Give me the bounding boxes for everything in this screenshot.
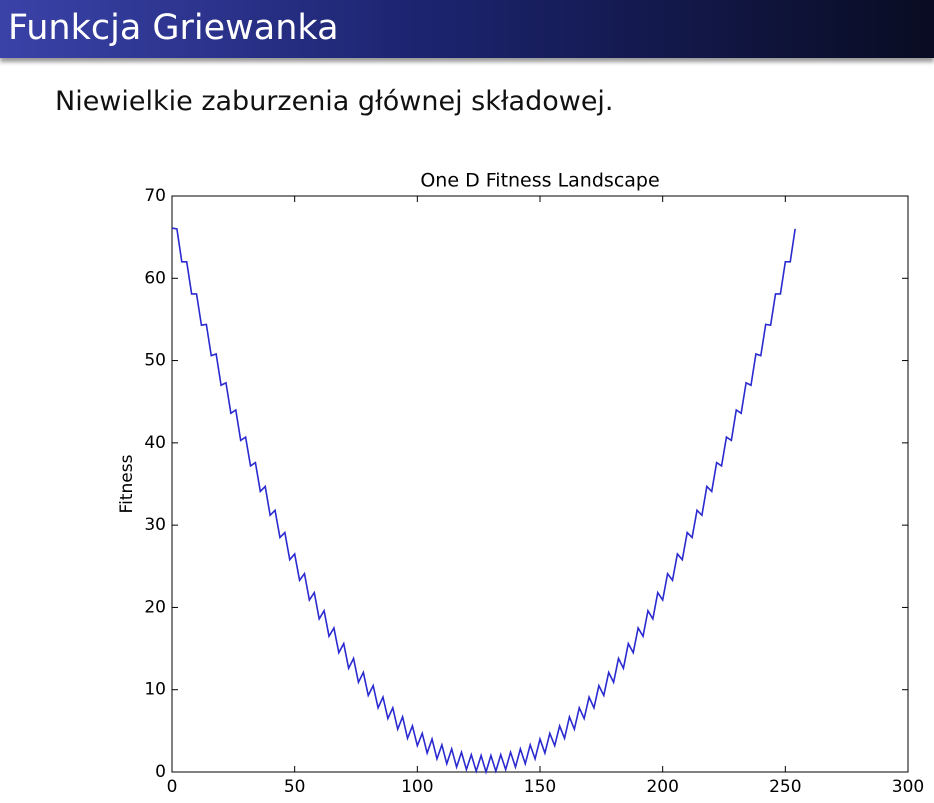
x-tick-label: 200 bbox=[646, 777, 678, 797]
x-tick-label: 50 bbox=[284, 777, 306, 797]
slide-title: Funkcja Griewanka bbox=[8, 8, 339, 48]
plot-frame bbox=[171, 195, 909, 773]
slide-text: Niewielkie zaburzenia głównej składowej. bbox=[55, 86, 614, 117]
x-tick-label: 250 bbox=[769, 777, 801, 797]
y-tick-label: 40 bbox=[144, 433, 166, 453]
y-tick-label: 60 bbox=[144, 268, 166, 288]
header-bar: Funkcja Griewanka bbox=[0, 0, 934, 58]
x-tick-label: 300 bbox=[892, 777, 924, 797]
y-tick-label: 50 bbox=[144, 351, 166, 371]
y-tick-label: 0 bbox=[155, 762, 166, 782]
x-tick-label: 150 bbox=[524, 777, 556, 797]
y-tick-label: 10 bbox=[144, 680, 166, 700]
y-tick-label: 20 bbox=[144, 597, 166, 617]
y-tick-label: 70 bbox=[144, 186, 166, 206]
y-axis-label: Fitness bbox=[117, 454, 137, 513]
chart-title: One D Fitness Landscape bbox=[420, 170, 659, 192]
y-tick-label: 30 bbox=[144, 515, 166, 535]
x-tick-label: 100 bbox=[401, 777, 433, 797]
x-tick-label: 0 bbox=[167, 777, 178, 797]
fitness-line bbox=[171, 227, 796, 775]
